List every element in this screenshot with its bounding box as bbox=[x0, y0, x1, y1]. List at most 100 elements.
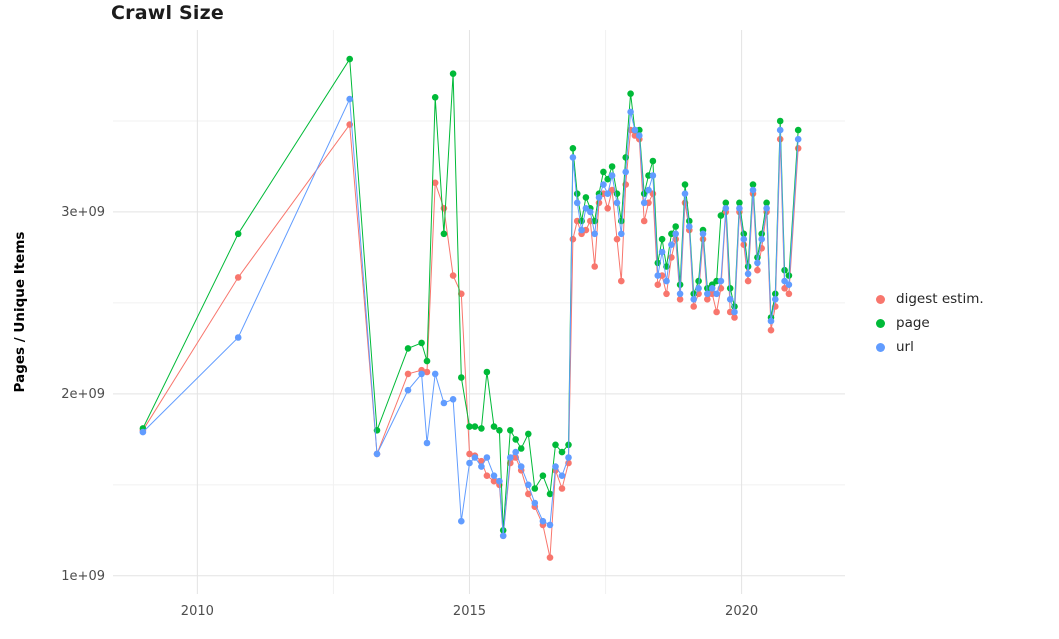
data-point bbox=[636, 132, 643, 139]
data-point bbox=[758, 230, 765, 238]
data-point bbox=[449, 396, 457, 403]
data-point bbox=[740, 230, 748, 238]
data-point bbox=[658, 248, 666, 256]
data-point bbox=[539, 472, 547, 480]
series-line bbox=[142, 123, 799, 558]
legend-item-digest-estim: digest estim. bbox=[876, 287, 984, 311]
data-point bbox=[731, 314, 738, 321]
data-point bbox=[676, 296, 684, 303]
data-point bbox=[754, 266, 761, 274]
data-point bbox=[608, 163, 616, 170]
data-point bbox=[466, 459, 473, 467]
legend-key-page-dot-icon bbox=[876, 318, 885, 328]
data-point bbox=[496, 427, 503, 434]
data-point bbox=[731, 308, 738, 316]
data-point bbox=[582, 194, 590, 201]
data-point bbox=[668, 241, 675, 248]
chart-title: Crawl Size bbox=[111, 2, 224, 24]
data-point bbox=[672, 230, 679, 238]
data-point bbox=[525, 490, 532, 498]
data-point bbox=[613, 199, 621, 207]
data-point bbox=[690, 303, 697, 310]
data-point bbox=[695, 277, 702, 285]
data-point bbox=[431, 179, 439, 187]
data-point bbox=[608, 172, 616, 179]
data-point bbox=[552, 463, 559, 470]
data-point bbox=[618, 230, 625, 238]
data-point bbox=[690, 296, 697, 303]
data-point bbox=[499, 532, 507, 540]
data-point bbox=[471, 423, 479, 430]
data-point bbox=[695, 285, 702, 292]
data-point bbox=[346, 55, 354, 63]
legend-item-url: url bbox=[876, 335, 984, 359]
data-point bbox=[466, 450, 473, 458]
data-point bbox=[717, 212, 725, 219]
data-point bbox=[483, 472, 491, 480]
data-point bbox=[763, 199, 770, 207]
data-point bbox=[423, 368, 431, 376]
data-point bbox=[531, 499, 539, 507]
data-point bbox=[234, 230, 242, 238]
data-point bbox=[139, 428, 147, 436]
data-point bbox=[531, 485, 539, 492]
data-point bbox=[740, 235, 748, 243]
data-point bbox=[546, 554, 554, 561]
data-point bbox=[558, 485, 566, 492]
data-point bbox=[404, 370, 412, 378]
data-point bbox=[483, 454, 491, 461]
data-point bbox=[234, 334, 242, 341]
data-point bbox=[234, 274, 242, 281]
data-point bbox=[672, 223, 679, 230]
data-point bbox=[754, 259, 761, 267]
data-point bbox=[478, 463, 485, 470]
data-point bbox=[794, 135, 802, 143]
data-point bbox=[704, 296, 711, 303]
data-point bbox=[449, 70, 457, 77]
data-point bbox=[794, 126, 802, 134]
data-point bbox=[373, 450, 381, 458]
data-point bbox=[423, 439, 431, 447]
data-point bbox=[631, 126, 639, 134]
data-point bbox=[569, 145, 577, 152]
data-point bbox=[423, 357, 431, 365]
data-point bbox=[622, 154, 629, 161]
data-point bbox=[600, 168, 607, 176]
data-point bbox=[478, 425, 485, 432]
legend-key-url-dot-icon bbox=[876, 342, 885, 352]
data-point bbox=[645, 186, 652, 194]
data-point bbox=[512, 448, 519, 456]
data-point bbox=[552, 441, 559, 449]
data-point bbox=[649, 157, 657, 165]
data-point bbox=[569, 154, 577, 161]
data-point bbox=[713, 308, 720, 316]
data-point bbox=[458, 290, 465, 298]
legend-key-digest-dot-icon bbox=[876, 294, 885, 304]
data-point bbox=[785, 290, 793, 298]
data-point bbox=[471, 454, 479, 461]
data-point bbox=[726, 296, 734, 303]
data-point bbox=[458, 517, 465, 525]
data-point bbox=[676, 290, 684, 298]
data-point bbox=[466, 423, 473, 430]
data-point bbox=[591, 263, 598, 270]
data-point bbox=[418, 339, 425, 347]
data-point bbox=[618, 277, 625, 285]
data-point bbox=[507, 427, 514, 434]
data-point bbox=[654, 281, 662, 289]
data-point bbox=[749, 181, 757, 188]
data-point bbox=[758, 235, 765, 243]
data-point bbox=[440, 230, 448, 238]
data-point bbox=[440, 205, 448, 212]
data-point bbox=[722, 205, 730, 212]
axis-tick-labels: 2010 2015 2020 1e+09 2e+09 3e+09 bbox=[61, 205, 758, 619]
data-point bbox=[726, 285, 734, 292]
data-point bbox=[681, 190, 689, 197]
x-tick-label: 2010 bbox=[181, 604, 214, 619]
data-point bbox=[546, 521, 554, 529]
data-point bbox=[525, 430, 532, 438]
data-point bbox=[776, 126, 784, 134]
data-point bbox=[767, 326, 775, 334]
data-point bbox=[744, 277, 752, 285]
